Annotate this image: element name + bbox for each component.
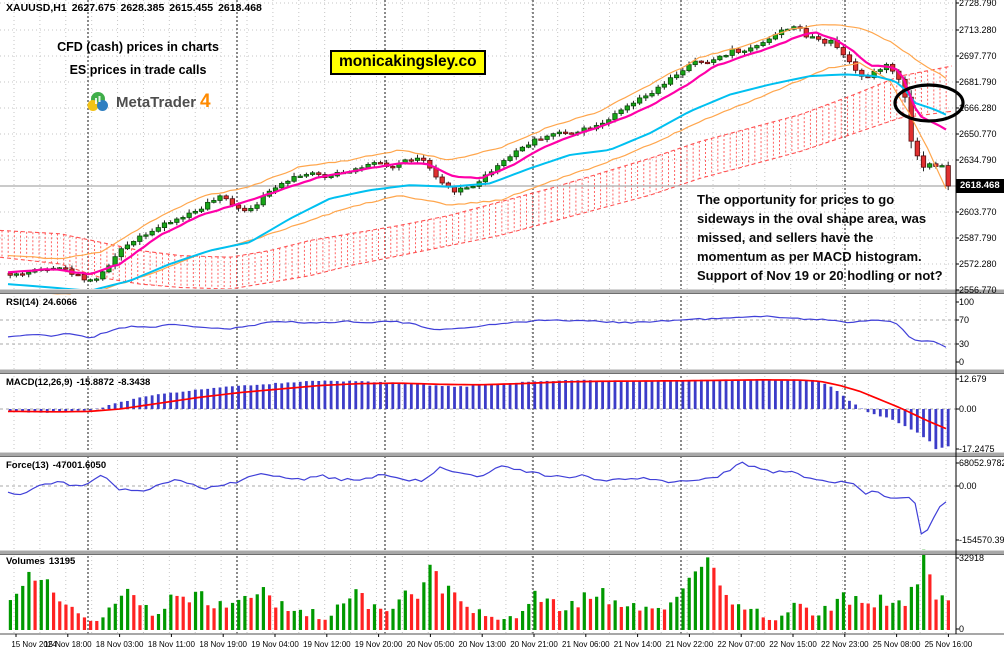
time-axis-label: 21 Nov 14:00 (613, 640, 662, 649)
macd-axis-label: 12.679 (959, 374, 987, 384)
time-axis-label: 19 Nov 12:00 (303, 640, 351, 649)
bollinger-lower-band (7, 62, 947, 295)
force-axis-label: -154570.39 (959, 535, 1004, 545)
time-axis-label: 20 Nov 13:00 (458, 640, 506, 649)
force-index-line (7, 461, 947, 535)
force-axis-label: 0.00 (959, 481, 977, 491)
price-axis-label: 2650.770 (959, 129, 997, 139)
close-value: 2618.468 (218, 2, 262, 14)
volumes-indicator-label: Volumes 13195 (6, 556, 76, 567)
grid (0, 0, 956, 634)
price-axis-label: 2556.770 (959, 285, 997, 295)
rsi-axis-label: 0 (959, 357, 965, 367)
price-axis-label: 2572.280 (959, 259, 997, 269)
time-axis-label: 20 Nov 21:00 (510, 640, 558, 649)
time-axis-label: 20 Nov 05:00 (406, 640, 455, 649)
force-indicator-label: Force(13) -47001.6050 (6, 460, 107, 471)
macd-signal-line (7, 379, 947, 430)
annotation-line: missed, and sellers have the (697, 230, 874, 245)
price-axis-label: 2603.770 (959, 207, 997, 217)
magenta-moving-average (7, 31, 947, 276)
ichimoku-cloud (0, 65, 953, 290)
metatrader-logo-text: MetaTrader (116, 93, 197, 111)
time-axis-label: 21 Nov 22:00 (665, 640, 714, 649)
macd-axis-label: -17.2475 (959, 444, 995, 454)
volume-axis-label: 0 (959, 624, 965, 634)
symbol-ohlc-line: XAUUSD,H1 2627.675 2628.385 2615.455 2618.46… (6, 2, 267, 14)
time-axis-label: 19 Nov 04:00 (251, 640, 299, 649)
low-value: 2615.455 (169, 2, 214, 14)
time-axis-label: 22 Nov 23:00 (821, 640, 869, 649)
annotation-line: Support of Nov 19 or 20 hodling or not? (697, 268, 943, 283)
annotation-line: sideways in the oval shape area, was (697, 211, 927, 226)
chart-annotation: The opportunity for prices to go sideway… (697, 190, 943, 285)
macd-indicator-label: MACD(12,26,9) -15.8872 -8.3438 (6, 377, 151, 388)
time-axis-label: 25 Nov 08:00 (872, 640, 921, 649)
note-line-1: CFD (cash) prices in charts (57, 40, 219, 54)
rsi-line (7, 315, 947, 348)
panel-separator[interactable] (0, 550, 1004, 555)
annotation-line: momentum as per MACD histogram. (697, 249, 922, 264)
note-line-2: ES prices in trade calls (69, 63, 207, 77)
price-axis-label: 2587.790 (959, 233, 997, 243)
panel-separator[interactable] (0, 369, 1004, 374)
macd-histogram (8, 379, 950, 450)
force-axis-label: 68052.9782 (959, 458, 1004, 468)
bollinger-upper-band (7, 24, 947, 260)
price-axis-label: 2728.790 (959, 0, 997, 8)
cyan-moving-average (7, 73, 947, 292)
chart-note: CFD (cash) prices in charts ES prices in… (38, 36, 238, 82)
current-price-label: 2618.468 (956, 179, 1004, 193)
price-axis-label: 2697.770 (959, 51, 997, 61)
rsi-axis-label: 30 (959, 339, 970, 349)
time-axis-label: 15 Nov 18:00 (44, 640, 92, 649)
macd-axis-label: 0.00 (959, 404, 977, 414)
magenta-moving-average (7, 31, 947, 276)
bollinger-lower-band (7, 62, 947, 295)
cyan-moving-average (7, 73, 947, 292)
rsi-indicator-label: RSI(14) 24.6066 (6, 297, 78, 308)
time-axis-label: 18 Nov 19:00 (199, 640, 247, 649)
price-axis-label: 2713.280 (959, 25, 997, 35)
brand-badge: monicakingsley.co (330, 50, 486, 75)
panel-separator[interactable] (0, 452, 1004, 457)
price-axis-label: 2634.790 (959, 155, 997, 165)
time-axis-label: 19 Nov 20:00 (354, 640, 403, 649)
axis-frame (15, 0, 959, 637)
price-axis-label: 2666.280 (959, 103, 997, 113)
annotation-line: The opportunity for prices to go (697, 192, 895, 207)
metatrader-globe-icon (86, 90, 110, 114)
time-axis-label: 22 Nov 07:00 (717, 640, 765, 649)
open-value: 2627.675 (71, 2, 116, 14)
bollinger-upper-band (7, 24, 947, 260)
volume-axis-label: 32918 (959, 553, 985, 563)
time-axis-label: 25 Nov 16:00 (924, 640, 973, 649)
panel-separators (0, 289, 1004, 635)
metatrader-logo: MetaTrader 4 (86, 90, 211, 114)
symbol-period: XAUUSD,H1 (6, 2, 67, 14)
time-axis-label: 21 Nov 06:00 (562, 640, 610, 649)
high-value: 2628.385 (120, 2, 165, 14)
panel-separator[interactable] (0, 289, 1004, 294)
time-axis-label: 18 Nov 11:00 (147, 640, 195, 649)
time-axis-label: 22 Nov 15:00 (769, 640, 817, 649)
price-axis-label: 2681.790 (959, 77, 997, 87)
rsi-axis-label: 70 (959, 315, 970, 325)
metatrader-logo-number: 4 (200, 91, 211, 112)
oval-highlight (893, 83, 965, 123)
time-axis-label: 15 Nov 2024 (11, 640, 57, 649)
volume-bars (8, 549, 950, 630)
rsi-axis-label: 100 (959, 297, 975, 307)
time-axis-label: 18 Nov 03:00 (95, 640, 144, 649)
